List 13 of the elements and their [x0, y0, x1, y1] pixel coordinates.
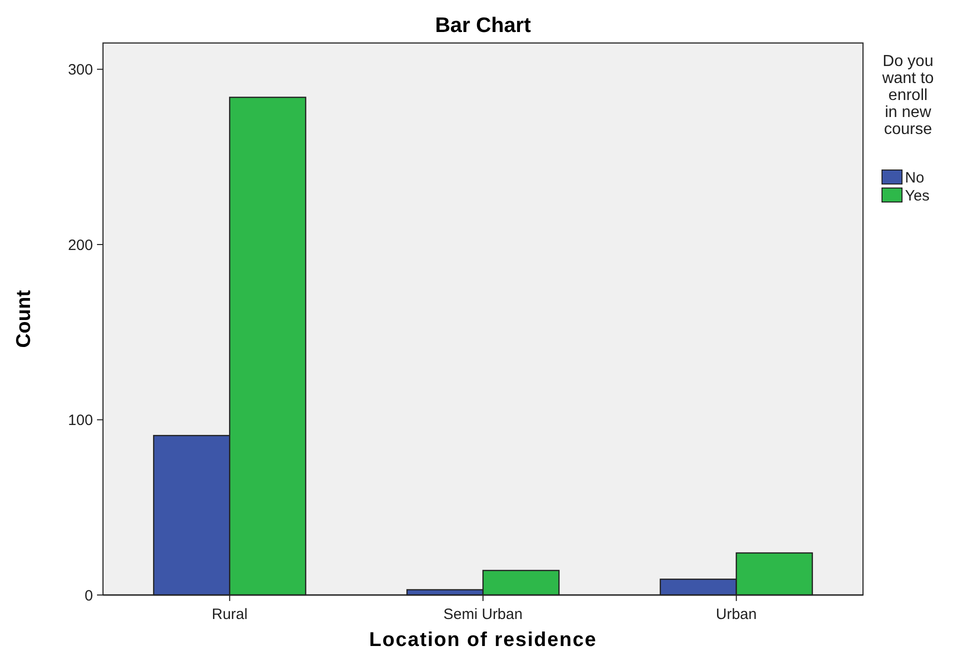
- legend-label: No: [905, 169, 924, 186]
- x-axis-title: Location of residence: [369, 629, 597, 651]
- legend-title: Do you want to enroll in new course: [881, 53, 934, 138]
- y-axis-title: Count: [13, 290, 35, 348]
- y-tick-label: 200: [68, 236, 93, 254]
- y-tick-label: 0: [84, 587, 93, 604]
- y-tick-label: 300: [68, 62, 93, 79]
- x-tick-label: Urban: [716, 606, 757, 623]
- x-tick-label: Rural: [212, 606, 248, 623]
- x-tick-label: Semi Urban: [443, 606, 523, 623]
- y-tick-label: 100: [68, 412, 93, 430]
- chart-title: Bar Chart: [435, 14, 531, 37]
- legend-label: Yes: [905, 187, 930, 204]
